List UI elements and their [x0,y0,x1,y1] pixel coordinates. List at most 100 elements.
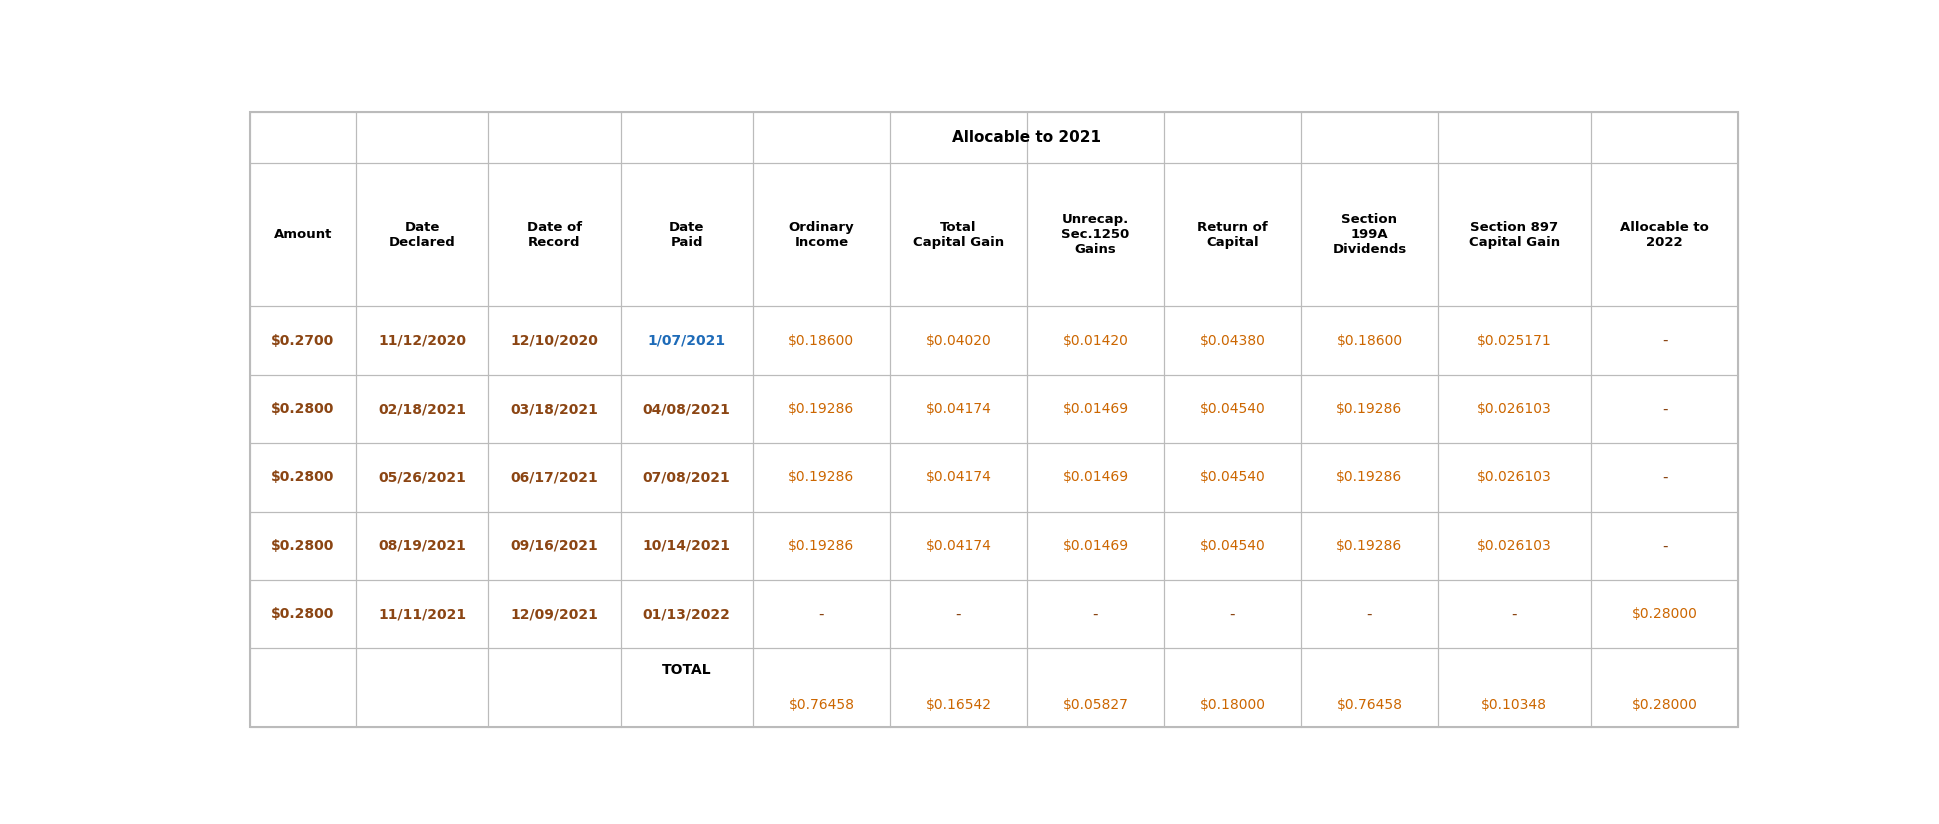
Text: $0.2700: $0.2700 [271,334,334,348]
Text: Total
Capital Gain: Total Capital Gain [913,221,1004,249]
Bar [489,163,620,307]
Bar [1026,375,1163,443]
Bar [1026,111,1163,163]
Text: 08/19/2021: 08/19/2021 [378,539,465,553]
Bar [620,580,752,648]
Text: $0.19286: $0.19286 [1336,402,1402,416]
Text: $0.026103: $0.026103 [1476,402,1551,416]
Text: $0.04174: $0.04174 [925,471,991,485]
Bar [250,375,355,443]
Bar [1437,111,1590,163]
Bar [1026,648,1163,727]
Bar [752,111,890,163]
Text: 12/09/2021: 12/09/2021 [510,607,597,621]
Bar [489,375,620,443]
Text: $0.04174: $0.04174 [925,402,991,416]
Bar [1163,443,1301,512]
Text: $0.2800: $0.2800 [271,471,334,485]
Bar [1301,443,1437,512]
Bar [250,648,355,727]
Text: $0.28000: $0.28000 [1631,698,1697,712]
Bar [489,512,620,580]
Bar [1163,648,1301,727]
Bar [620,443,752,512]
Text: 11/12/2020: 11/12/2020 [378,334,465,348]
Bar [355,163,489,307]
Bar [1026,163,1163,307]
Bar [890,512,1026,580]
Bar [489,443,620,512]
Bar [620,111,752,163]
Text: $0.16542: $0.16542 [925,698,991,712]
Text: $0.04020: $0.04020 [925,334,991,348]
Text: 05/26/2021: 05/26/2021 [378,471,465,485]
Text: $0.19286: $0.19286 [787,539,853,553]
Bar [489,648,620,727]
Bar [489,111,620,163]
Bar [489,307,620,375]
Bar [1301,111,1437,163]
Bar [250,163,355,307]
Text: $0.76458: $0.76458 [1336,698,1402,712]
Bar [489,580,620,648]
Bar [620,648,752,727]
Bar [355,111,489,163]
Bar [1301,307,1437,375]
Text: 12/10/2020: 12/10/2020 [510,334,597,348]
Text: -: - [1662,333,1666,349]
Bar [355,375,489,443]
Bar [890,375,1026,443]
Bar [250,443,355,512]
Text: 06/17/2021: 06/17/2021 [510,471,597,485]
Bar [752,512,890,580]
Bar [890,443,1026,512]
Bar [355,648,489,727]
Text: $0.18000: $0.18000 [1198,698,1264,712]
Bar [1437,512,1590,580]
Bar [752,443,890,512]
Bar [620,512,752,580]
Bar [752,307,890,375]
Text: 01/13/2022: 01/13/2022 [642,607,731,621]
Bar [1163,512,1301,580]
Bar [1437,375,1590,443]
Text: Ordinary
Income: Ordinary Income [789,221,853,249]
Text: Unrecap.
Sec.1250
Gains: Unrecap. Sec.1250 Gains [1061,213,1128,256]
Text: Date
Paid: Date Paid [669,221,704,249]
Text: -: - [956,606,960,621]
Bar [1301,648,1437,727]
Bar [1026,512,1163,580]
Text: -: - [1662,538,1666,553]
Bar [250,307,355,375]
Text: 10/14/2021: 10/14/2021 [642,539,731,553]
Text: $0.025171: $0.025171 [1476,334,1551,348]
Text: -: - [1367,606,1371,621]
Text: $0.76458: $0.76458 [787,698,853,712]
Bar [890,111,1026,163]
Text: $0.28000: $0.28000 [1631,607,1697,621]
Bar [1590,375,1737,443]
Text: $0.2800: $0.2800 [271,539,334,553]
Bar [355,443,489,512]
Bar [890,163,1026,307]
Text: -: - [1510,606,1516,621]
Bar [752,375,890,443]
Bar [1026,443,1163,512]
Bar [1301,163,1437,307]
Bar [250,111,355,163]
Bar [355,307,489,375]
Text: $0.18600: $0.18600 [787,334,853,348]
Text: $0.19286: $0.19286 [787,402,853,416]
Text: $0.2800: $0.2800 [271,402,334,416]
Text: $0.026103: $0.026103 [1476,471,1551,485]
Text: 1/07/2021: 1/07/2021 [648,334,725,348]
Text: Section 897
Capital Gain: Section 897 Capital Gain [1468,221,1559,249]
Text: $0.19286: $0.19286 [787,471,853,485]
Text: Return of
Capital: Return of Capital [1196,221,1268,249]
Text: 07/08/2021: 07/08/2021 [642,471,731,485]
Bar [1163,375,1301,443]
Bar [1026,307,1163,375]
Text: -: - [1092,606,1097,621]
Text: -: - [1662,470,1666,485]
Bar [752,580,890,648]
